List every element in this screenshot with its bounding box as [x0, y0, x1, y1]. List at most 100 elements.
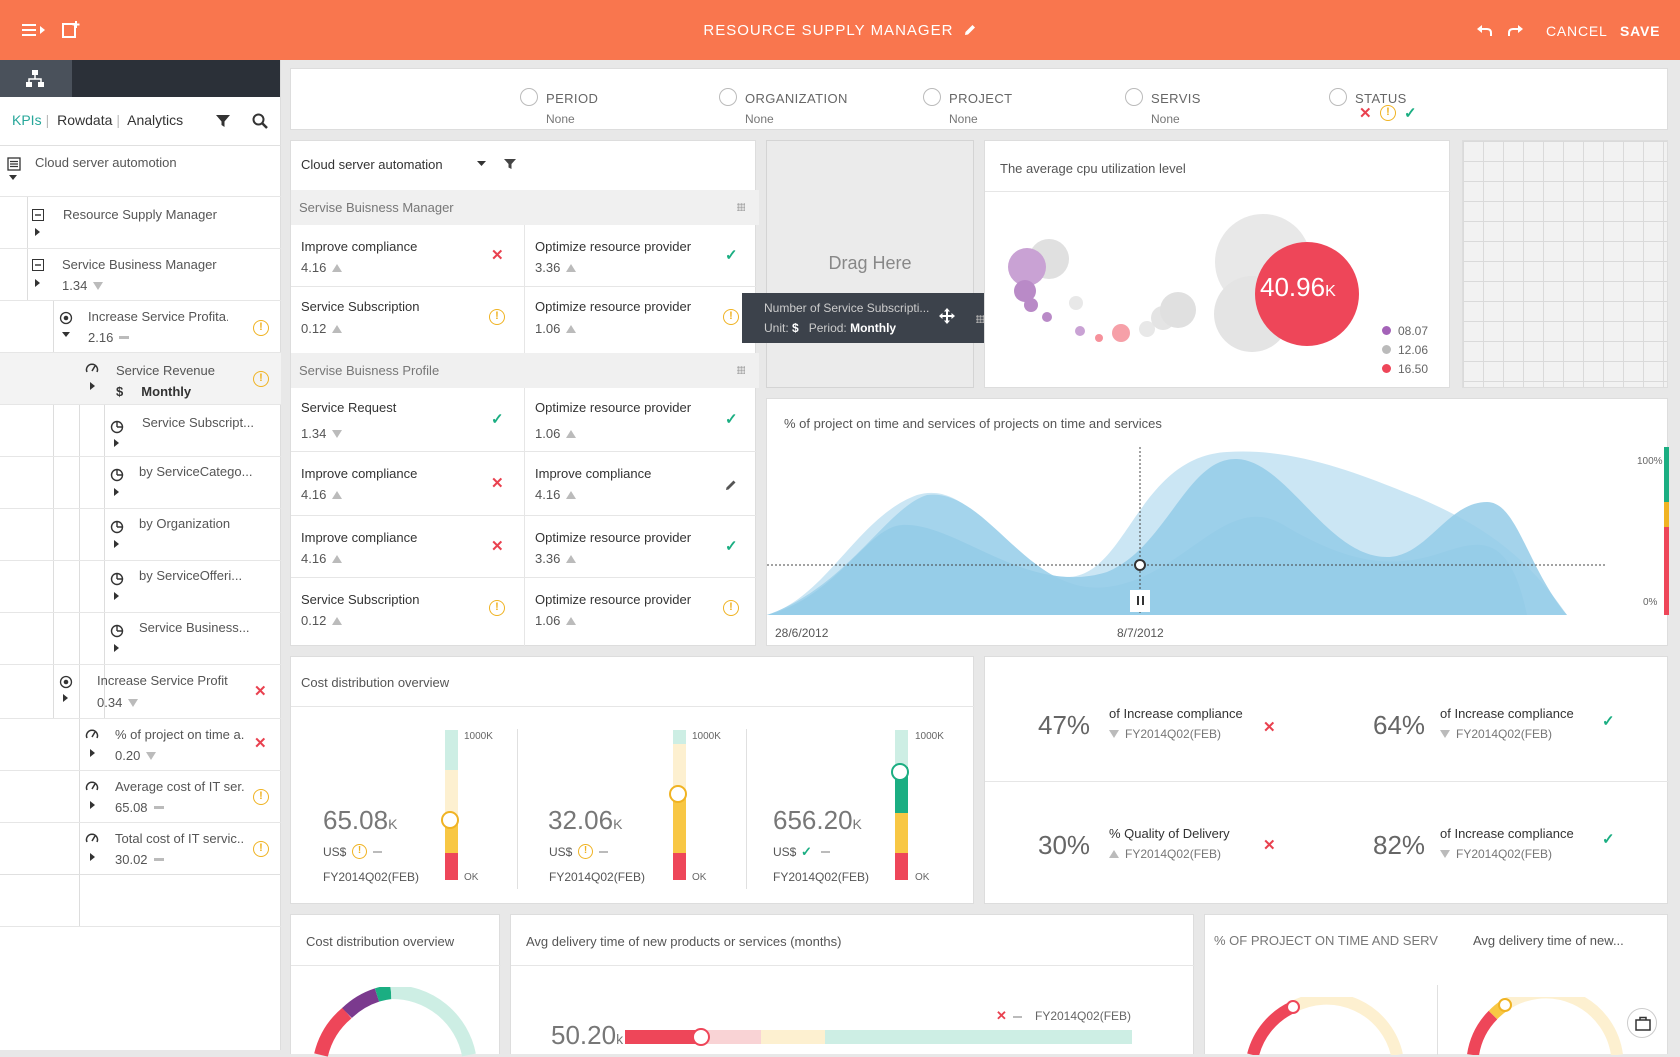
new-page-icon[interactable]: [62, 20, 82, 40]
pie-chart-icon: [110, 520, 124, 534]
tree-item-service-subscript[interactable]: Service Subscript...: [0, 405, 281, 457]
tree-item-cloud-server[interactable]: Cloud server automotion: [0, 147, 281, 197]
kpi-cell[interactable]: Optimize resource provider 3.36 ✓: [525, 225, 757, 287]
chevron-right-icon[interactable]: [90, 749, 96, 757]
radio-icon[interactable]: [1329, 88, 1347, 106]
tree-item-by-servicecatego[interactable]: by ServiceCatego...: [0, 457, 281, 509]
tree-item-project-on-time[interactable]: % of project on time a... 0.20 ✕: [0, 719, 281, 771]
kpi-cell[interactable]: Optimize resource provider 3.36 ✓: [525, 516, 757, 578]
status-error-icon[interactable]: ✕: [1359, 105, 1372, 122]
legend-label: 12.06: [1398, 343, 1429, 357]
radio-icon[interactable]: [1125, 88, 1143, 106]
kpi-cell[interactable]: Optimize resource provider 1.06 ✓: [525, 388, 757, 452]
filter-period[interactable]: PERIOD None: [520, 88, 598, 126]
tree-item-resource-supply[interactable]: Resource Supply Manager: [0, 197, 281, 249]
radio-icon[interactable]: [719, 88, 737, 106]
menu-icon[interactable]: [22, 20, 48, 40]
drag-grip-icon[interactable]: [737, 366, 745, 374]
bubble-highlight[interactable]: [1255, 242, 1359, 346]
chevron-right-icon[interactable]: [35, 279, 41, 287]
empty-grid-slot[interactable]: [1462, 140, 1668, 388]
kpi-select[interactable]: Cloud server automation: [301, 157, 443, 172]
chevron-down-icon[interactable]: [9, 175, 17, 181]
level-slider-handle[interactable]: [441, 811, 459, 829]
filter-icon[interactable]: [215, 113, 231, 129]
drop-zone[interactable]: Drag Here: [766, 140, 974, 388]
stat-label: of Increase compliance: [1440, 826, 1574, 841]
kpi-cell[interactable]: Service Request 1.34 ✓: [291, 388, 524, 452]
kpi-cell[interactable]: Optimize resource provider 1.06!: [525, 287, 757, 347]
filter-status[interactable]: STATUS: [1329, 88, 1407, 106]
tree-label: Resource Supply Manager: [63, 207, 217, 222]
chevron-right-icon[interactable]: [114, 592, 120, 600]
level-slider-handle[interactable]: [669, 785, 687, 803]
donut-segment: [342, 988, 380, 1019]
search-icon[interactable]: [252, 113, 268, 129]
kpi-cell[interactable]: Improve compliance 4.16 ✕: [291, 452, 524, 516]
bar-min-label: OK: [692, 872, 707, 883]
filter-project[interactable]: PROJECT None: [923, 88, 1012, 126]
kpi-cell[interactable]: Optimize resource provider 1.06!: [525, 578, 757, 646]
nav-rowdata[interactable]: Rowdata: [57, 112, 113, 128]
drag-grip-icon[interactable]: [976, 315, 984, 323]
tree-item-service-business[interactable]: Service Business...: [0, 613, 281, 665]
chevron-right-icon[interactable]: [114, 439, 120, 447]
gauge-handle[interactable]: [1286, 1000, 1300, 1014]
status-warning-icon[interactable]: !: [1380, 105, 1396, 121]
edit-pencil-icon[interactable]: [725, 479, 737, 491]
chevron-right-icon[interactable]: [35, 228, 41, 236]
move-icon[interactable]: [939, 308, 955, 324]
filter-servis[interactable]: SERVIS None: [1125, 88, 1201, 126]
tree-item-increase-service-profit[interactable]: Increase Service Profit 0.34 ✕: [0, 665, 281, 719]
chevron-right-icon[interactable]: [90, 853, 96, 861]
save-button[interactable]: SAVE: [1620, 23, 1661, 39]
chevron-right-icon[interactable]: [63, 694, 69, 702]
collapse-icon[interactable]: [32, 259, 44, 271]
chevron-right-icon[interactable]: [90, 382, 96, 390]
cancel-button[interactable]: CANCEL: [1546, 23, 1608, 39]
x-mid-label: 8/7/2012: [1117, 626, 1164, 640]
drag-tooltip[interactable]: Number of Service Subscripti... Unit: $ …: [742, 293, 998, 343]
chevron-right-icon[interactable]: [114, 488, 120, 496]
kpi-cell[interactable]: Service Subscription 0.12!: [291, 578, 524, 646]
collapse-icon[interactable]: [32, 209, 44, 221]
tree-item-total-cost[interactable]: Total cost of IT servic... 30.02 !: [0, 823, 281, 927]
tree-item-service-revenue[interactable]: Service Revenue $ Monthly !: [0, 353, 281, 405]
nav-kpis[interactable]: KPIs: [12, 112, 42, 128]
kpi-cell[interactable]: Service Subscription 0.12!: [291, 287, 524, 347]
chevron-right-icon[interactable]: [114, 540, 120, 548]
undo-icon[interactable]: [1476, 22, 1494, 38]
nav-analytics[interactable]: Analytics: [127, 112, 184, 128]
chevron-right-icon[interactable]: [90, 801, 96, 809]
kpi-cell[interactable]: Improve compliance 4.16: [525, 452, 757, 516]
filter-icon[interactable]: [504, 158, 516, 170]
hierarchy-tab[interactable]: [0, 60, 72, 97]
gauge-handle[interactable]: [1498, 998, 1512, 1012]
dropdown-caret-icon[interactable]: [477, 161, 486, 167]
radio-icon[interactable]: [923, 88, 941, 106]
drag-grip-icon[interactable]: [737, 203, 745, 211]
chevron-right-icon[interactable]: [114, 644, 120, 652]
tree-item-service-business-manager[interactable]: Service Business Manager 1.34: [0, 249, 281, 301]
redo-icon[interactable]: [1506, 22, 1524, 38]
tree-item-average-cost[interactable]: Average cost of IT ser... 65.08 !: [0, 771, 281, 823]
stat-label: of Increase compliance: [1109, 706, 1243, 721]
tree-item-by-organization[interactable]: by Organization: [0, 509, 281, 561]
bubble: [1024, 298, 1038, 312]
briefcase-button[interactable]: [1627, 1008, 1657, 1038]
edit-pencil-icon[interactable]: [963, 23, 977, 37]
chevron-down-icon[interactable]: [62, 332, 70, 338]
filter-organization[interactable]: ORGANIZATION None: [719, 88, 848, 126]
kpi-cell[interactable]: Improve compliance 4.16 ✕: [291, 516, 524, 578]
stat-period-text: FY2014Q02(FEB): [1456, 727, 1553, 741]
pause-button[interactable]: [1130, 590, 1150, 612]
tree-item-by-serviceofferi[interactable]: by ServiceOfferi...: [0, 561, 281, 613]
kpi-cell[interactable]: Improve compliance 4.16 ✕: [291, 225, 524, 287]
status-ok-icon[interactable]: ✓: [1404, 105, 1417, 122]
tree-item-increase-service-profita[interactable]: Increase Service Profita... 2.16 !: [0, 301, 281, 353]
level-slider-handle[interactable]: [891, 763, 909, 781]
delivery-slider-handle[interactable]: [692, 1028, 710, 1046]
radio-icon[interactable]: [520, 88, 538, 106]
stat-period-text: FY2014Q02(FEB): [1456, 847, 1553, 861]
crosshair-point[interactable]: [1134, 559, 1146, 571]
